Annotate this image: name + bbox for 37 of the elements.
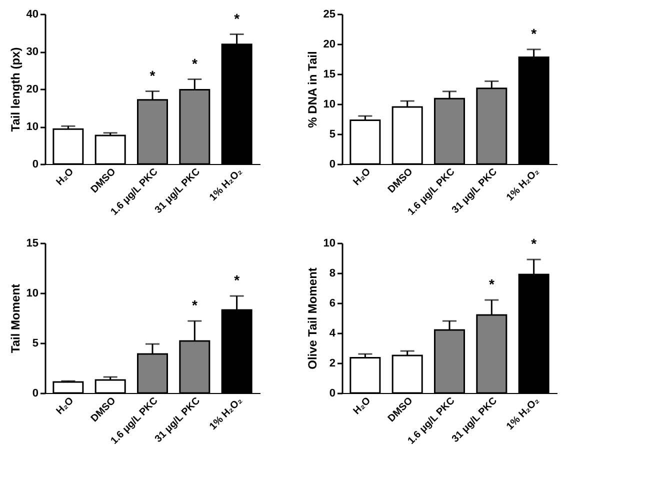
annotation: * [488, 276, 495, 292]
y-tick-label: 10 [323, 238, 336, 250]
annotation: * [150, 67, 156, 84]
y-tick-label: 0 [329, 388, 336, 400]
y-tick-label: 5 [32, 338, 38, 350]
annotation: * [192, 297, 198, 313]
x-tick-label: H₂O [351, 166, 374, 188]
y-axis-title: Tail Moment [8, 284, 22, 354]
y-axis-title: Tail length (px) [8, 47, 22, 132]
y-tick-label: 20 [323, 38, 336, 50]
y-tick-label: 0 [32, 158, 38, 170]
y-tick-label: 2 [329, 358, 336, 370]
y-tick-label: 25 [323, 8, 336, 20]
annotation: * [192, 55, 198, 72]
annotation: * [234, 10, 240, 26]
y-tick-label: 15 [323, 68, 336, 80]
y-tick-label: 6 [329, 298, 336, 310]
annotation: * [234, 272, 240, 288]
y-tick-label: 20 [26, 84, 38, 96]
y-axis-title: Olive Tail Moment [305, 268, 320, 370]
y-tick-label: 8 [329, 268, 336, 280]
y-tick-label: 5 [329, 128, 336, 140]
y-tick-label: 10 [26, 288, 38, 300]
y-tick-label: 0 [32, 388, 38, 400]
y-tick-label: 15 [26, 238, 38, 250]
y-axis-title: % DNA in Tail [305, 51, 320, 128]
y-tick-label: 30 [26, 46, 38, 58]
y-tick-label: 4 [329, 328, 336, 340]
y-tick-label: 10 [323, 98, 336, 110]
x-tick-label: H₂O [54, 166, 76, 188]
annotation: * [531, 25, 538, 42]
y-tick-label: 0 [329, 158, 336, 170]
annotation: * [531, 236, 538, 252]
x-tick-label: H₂O [351, 395, 374, 418]
y-tick-label: 40 [26, 8, 38, 20]
x-tick-label: H₂O [54, 395, 76, 418]
y-tick-label: 10 [26, 121, 38, 133]
